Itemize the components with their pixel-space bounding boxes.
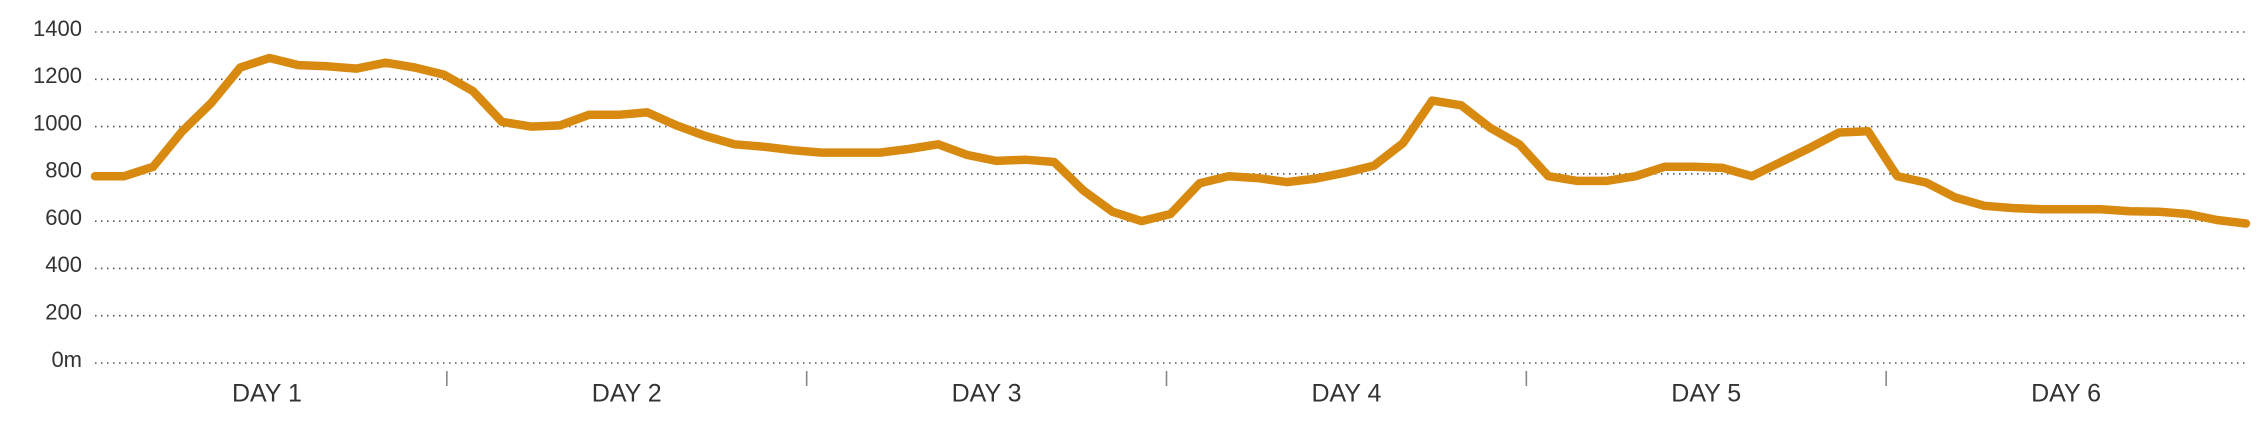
y-tick-label: 1000 bbox=[33, 110, 82, 135]
y-tick-label: 1400 bbox=[33, 16, 82, 41]
elevation-line bbox=[90, 53, 2251, 228]
y-tick-label: 400 bbox=[45, 252, 82, 277]
x-tick-label: DAY 1 bbox=[232, 380, 302, 408]
y-tick-label: 600 bbox=[45, 205, 82, 230]
x-tick-label: DAY 3 bbox=[952, 380, 1022, 408]
y-tick-label: 0m bbox=[51, 347, 82, 372]
y-tick-label: 1200 bbox=[33, 63, 82, 88]
x-tick-label: DAY 4 bbox=[1311, 380, 1381, 408]
y-tick-label: 800 bbox=[45, 158, 82, 183]
x-tick-label: DAY 5 bbox=[1671, 380, 1741, 408]
y-tick-label: 200 bbox=[45, 300, 82, 325]
x-tick-label: DAY 2 bbox=[592, 380, 662, 408]
x-tick-label: DAY 6 bbox=[2031, 380, 2101, 408]
